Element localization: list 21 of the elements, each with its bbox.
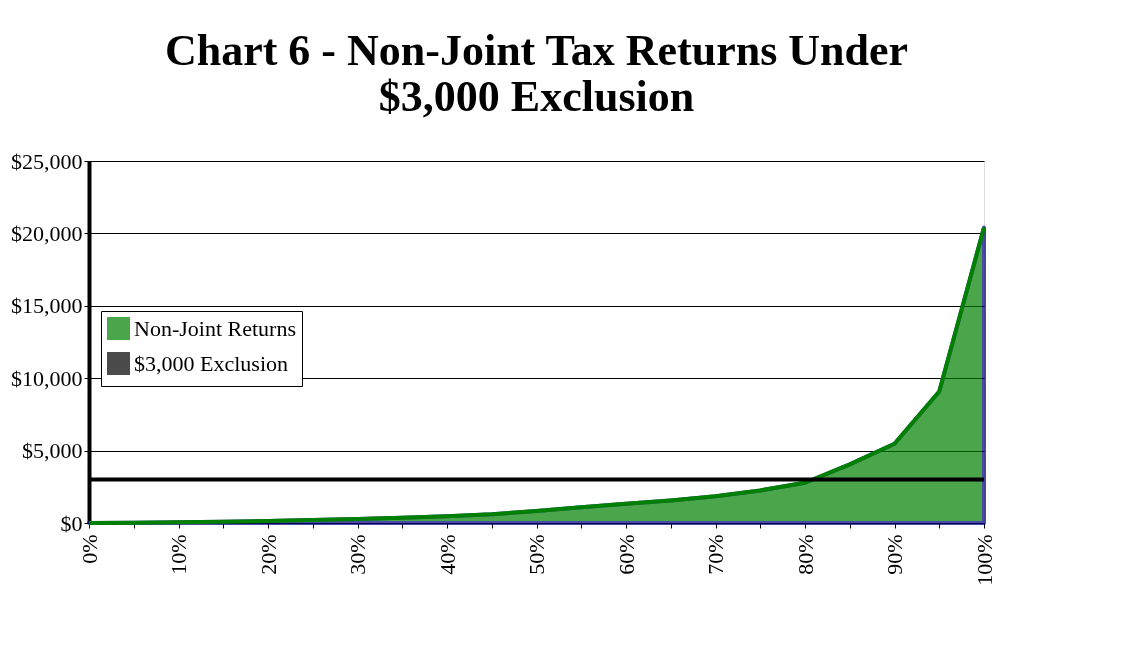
y-tick-label: $15,000 — [11, 293, 83, 319]
x-tick-label: 80% — [792, 534, 818, 575]
x-tick-label: 100% — [971, 534, 997, 586]
y-tick-label: $0 — [60, 510, 83, 536]
x-tick-label: 60% — [613, 534, 639, 575]
x-tick-label: 20% — [255, 534, 281, 575]
x-tick-label: 90% — [882, 534, 907, 575]
legend-label: Non-Joint Returns — [134, 315, 296, 341]
x-tick-label: 50% — [524, 534, 549, 575]
legend-label: $3,000 Exclusion — [134, 350, 288, 376]
text: Chart 6 - Non-Joint Tax Returns Under — [164, 26, 909, 75]
y-tick-label: $20,000 — [11, 220, 83, 246]
y-tick-label: $10,000 — [11, 365, 83, 391]
x-tick-label: 70% — [703, 534, 728, 575]
y-tick-label: $25,000 — [11, 148, 83, 174]
x-tick-label: 10% — [166, 534, 191, 575]
x-tick-label: 0% — [76, 534, 102, 564]
y-tick-label: $5,000 — [22, 438, 83, 464]
x-tick-label: 30% — [345, 534, 370, 575]
text: $3,000 Exclusion — [378, 72, 695, 121]
x-tick-label: 40% — [434, 534, 460, 575]
